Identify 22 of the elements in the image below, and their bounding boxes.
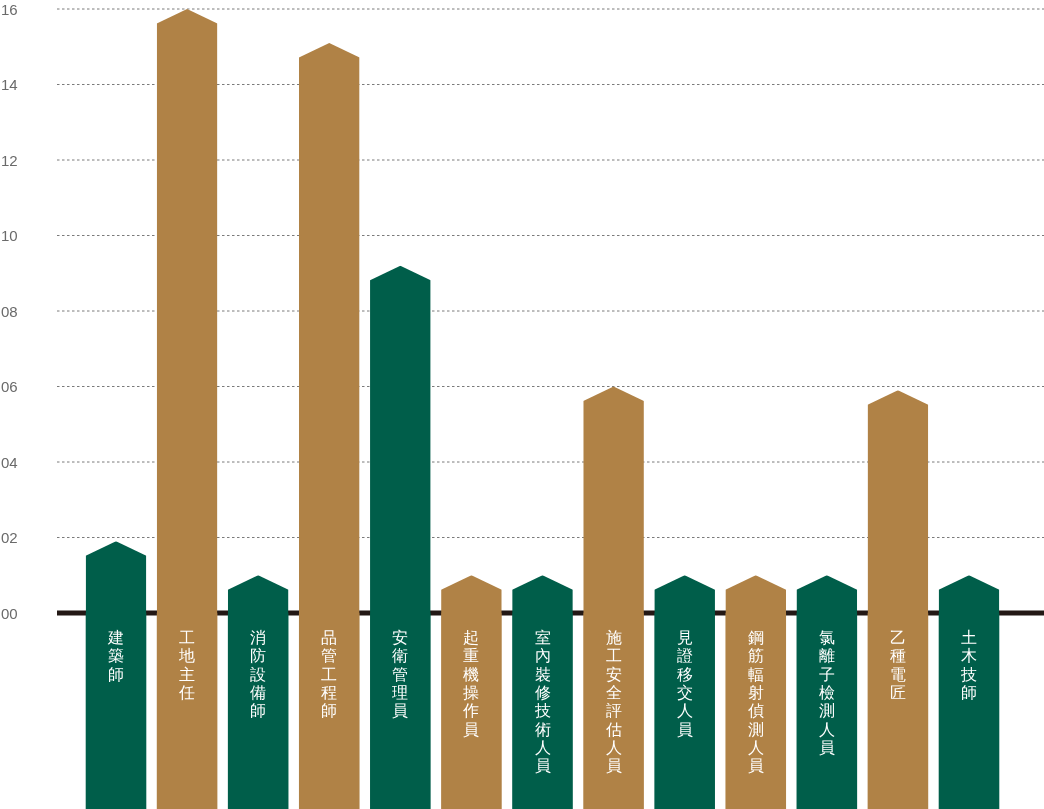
y-tick-label: 12 [1,151,18,169]
x-tick-label: 起重機操作員 [463,628,480,739]
x-tick-label: 室內裝修技術人員 [534,628,551,776]
x-tick-label: 建築師 [108,628,124,684]
y-tick-label: 14 [1,76,18,93]
x-tick-label: 見證移交人員 [676,628,693,739]
y-tick-label: 16 [1,0,18,18]
x-tick-label: 工地主任 [179,628,196,702]
x-tick-label: 品管工程師 [321,628,338,721]
x-tick-label: 土木技師 [961,628,977,702]
x-tick-label: 鋼筋輻射偵測人員 [747,628,764,776]
y-tick-label: 06 [1,378,18,395]
x-tick-label: 消防設備師 [250,628,267,721]
y-tick-label: 00 [1,604,18,622]
x-tick-label: 施工安全評估人員 [605,628,622,776]
x-tick-label: 氯離子檢測人員 [818,628,835,757]
y-tick-label: 10 [1,227,18,244]
y-tick-label: 04 [1,453,18,471]
y-tick-label: 02 [1,529,18,546]
y-tick-label: 08 [1,302,18,320]
x-tick-label: 安衛管理員 [392,628,409,721]
x-tick-label: 乙種電匠 [889,628,906,702]
